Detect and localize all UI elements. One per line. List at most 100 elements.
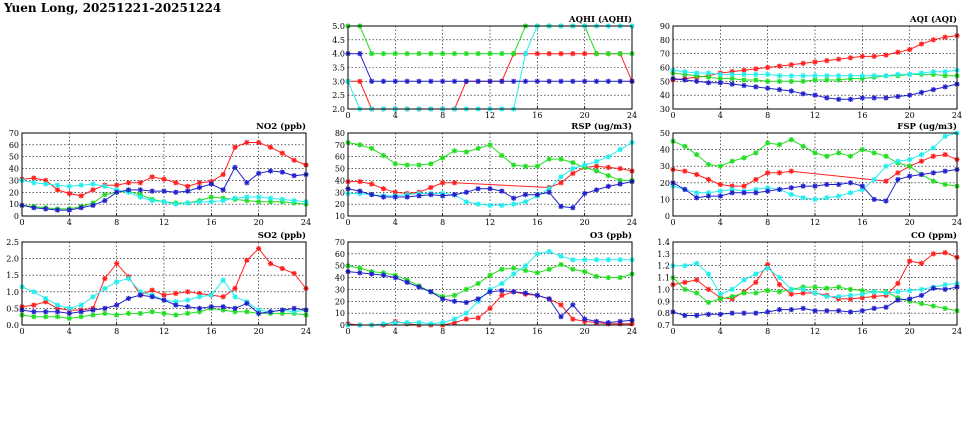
data-point xyxy=(788,78,794,84)
data-point xyxy=(499,188,505,194)
data-point xyxy=(847,309,854,315)
series-line xyxy=(347,271,633,324)
data-point xyxy=(859,53,865,60)
data-point xyxy=(416,51,422,57)
data-point xyxy=(942,133,948,139)
data-point xyxy=(694,195,700,201)
data-point xyxy=(256,194,262,200)
data-point xyxy=(871,176,877,183)
data-point xyxy=(765,71,771,78)
y-tick-label: 20 xyxy=(660,179,670,188)
data-point xyxy=(682,263,688,269)
data-point xyxy=(220,294,226,300)
data-point xyxy=(558,78,564,84)
data-point xyxy=(487,289,493,295)
x-tick-label: 16 xyxy=(857,218,867,227)
data-point xyxy=(114,182,120,188)
data-point xyxy=(380,78,387,84)
data-point xyxy=(694,151,700,158)
x-tick-label: 24 xyxy=(627,327,637,336)
y-tick-label: 1.2 xyxy=(657,262,670,271)
data-point xyxy=(582,269,588,275)
data-point xyxy=(942,168,948,174)
data-point xyxy=(871,95,877,101)
data-point xyxy=(440,51,446,57)
x-tick-label: 16 xyxy=(206,327,216,336)
data-point xyxy=(800,305,806,311)
so2-chart: 0 4 8 12 16 20 24 0.0 0.5 1.0 1.5 2.0 2.5 SO2 (ppb) xyxy=(6,230,311,336)
data-point xyxy=(244,139,250,146)
plot-frame xyxy=(672,25,958,110)
data-point xyxy=(895,280,901,287)
x-tick-label: 0 xyxy=(670,218,675,227)
data-point xyxy=(847,73,854,79)
data-point xyxy=(161,310,167,316)
data-point xyxy=(511,195,517,201)
data-point xyxy=(717,71,723,78)
data-point xyxy=(776,63,783,69)
data-point xyxy=(487,51,493,57)
data-point xyxy=(125,187,132,193)
y-tick-label: 80 xyxy=(335,129,345,138)
data-point xyxy=(31,180,37,186)
x-tick-label: 20 xyxy=(254,327,264,336)
data-point xyxy=(291,157,297,163)
data-point xyxy=(824,73,830,79)
co-series-cyan xyxy=(670,260,960,300)
data-point xyxy=(788,88,794,94)
data-point xyxy=(220,171,226,178)
data-point xyxy=(705,161,712,168)
x-tick-label: 24 xyxy=(627,218,637,227)
data-point xyxy=(800,60,806,66)
data-point xyxy=(279,150,285,156)
data-point xyxy=(605,183,611,189)
y-tick-label: 60 xyxy=(335,153,345,162)
data-point xyxy=(511,289,517,295)
data-point xyxy=(717,193,723,199)
data-point xyxy=(463,149,469,155)
data-point xyxy=(208,181,214,187)
data-point xyxy=(291,197,297,204)
data-point xyxy=(942,69,948,75)
data-point xyxy=(570,302,576,308)
chart-title: FSP (ug/m3) xyxy=(897,121,957,132)
y-tick-label: 90 xyxy=(660,22,670,31)
data-point xyxy=(836,284,842,290)
y-tick-label: 70 xyxy=(335,238,345,247)
data-point xyxy=(499,280,505,287)
data-point xyxy=(31,289,37,295)
data-point xyxy=(765,188,771,194)
data-point xyxy=(765,265,771,271)
data-point xyxy=(161,176,167,182)
data-point xyxy=(546,51,552,57)
data-point xyxy=(694,290,700,296)
chart-title: NO2 (ppb) xyxy=(256,121,306,132)
data-point xyxy=(800,78,806,84)
data-point xyxy=(918,292,925,298)
data-point xyxy=(173,201,179,207)
data-point xyxy=(161,292,167,298)
data-point xyxy=(185,297,191,303)
data-point xyxy=(90,181,96,187)
y-tick-label: 10 xyxy=(335,309,345,318)
y-tick-label: 30 xyxy=(335,285,345,294)
data-point xyxy=(244,300,250,307)
data-point xyxy=(847,286,854,293)
data-point xyxy=(570,51,576,57)
data-point xyxy=(511,201,517,207)
data-point xyxy=(31,205,37,211)
y-tick-label: 20 xyxy=(335,297,345,306)
data-point xyxy=(392,189,398,195)
data-point xyxy=(256,246,262,252)
data-point xyxy=(617,78,623,84)
data-point xyxy=(705,80,712,86)
data-point xyxy=(66,207,72,213)
data-point xyxy=(741,183,747,189)
data-point xyxy=(161,297,167,303)
data-point xyxy=(800,143,806,149)
x-tick-label: 0 xyxy=(670,327,675,336)
data-point xyxy=(256,139,262,146)
x-tick-label: 24 xyxy=(627,111,637,120)
data-point xyxy=(463,78,469,84)
data-point xyxy=(930,170,936,176)
